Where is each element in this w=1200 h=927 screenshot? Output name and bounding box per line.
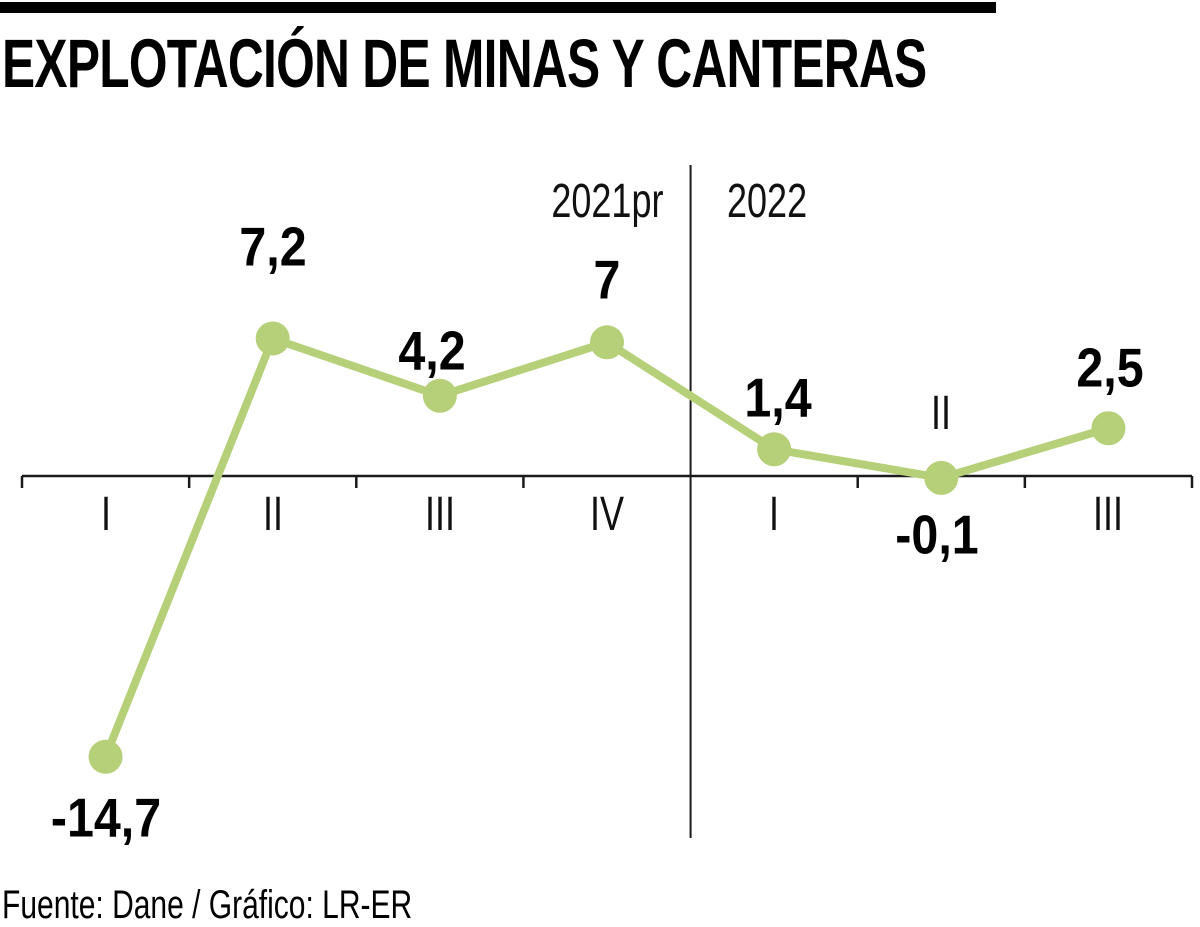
year-label-2021pr: 2021pr <box>550 175 663 228</box>
data-point-marker <box>757 432 792 467</box>
source-credit: Fuente: Dane / Gráfico: LR-ER <box>2 883 413 927</box>
data-point-marker <box>590 325 624 360</box>
quarter-label-1: II <box>262 488 283 541</box>
data-point-marker <box>1091 411 1126 446</box>
data-point-marker <box>255 321 290 356</box>
value-label-6: 2,5 <box>1076 336 1145 399</box>
value-label-1: 7,2 <box>239 215 307 278</box>
quarter-label-5: II <box>931 387 952 440</box>
chart-title: EXPLOTACIÓN DE MINAS Y CANTERAS <box>2 25 927 102</box>
data-point-marker <box>422 378 457 413</box>
top-accent-bar <box>0 2 996 13</box>
chart-area: -14,7 7,2 4,2 7 1,4 -0,1 2,5 I II III IV I II III <box>0 160 1200 860</box>
value-label-2: 4,2 <box>398 319 466 382</box>
quarter-label-3: IV <box>589 488 625 541</box>
quarter-label-4: I <box>769 488 780 541</box>
value-label-4: 1,4 <box>744 366 812 429</box>
year-label-2022: 2022 <box>727 175 808 228</box>
quarter-label-6: III <box>1093 488 1124 541</box>
value-label-5: -0,1 <box>895 503 979 566</box>
quarter-label-0: I <box>100 488 111 541</box>
quarter-label-2: III <box>424 488 455 541</box>
line-chart <box>20 165 1194 838</box>
data-point-marker <box>924 460 959 495</box>
value-label-3: 7 <box>593 248 621 311</box>
value-label-0: -14,7 <box>50 786 161 849</box>
data-point-marker <box>88 739 123 774</box>
